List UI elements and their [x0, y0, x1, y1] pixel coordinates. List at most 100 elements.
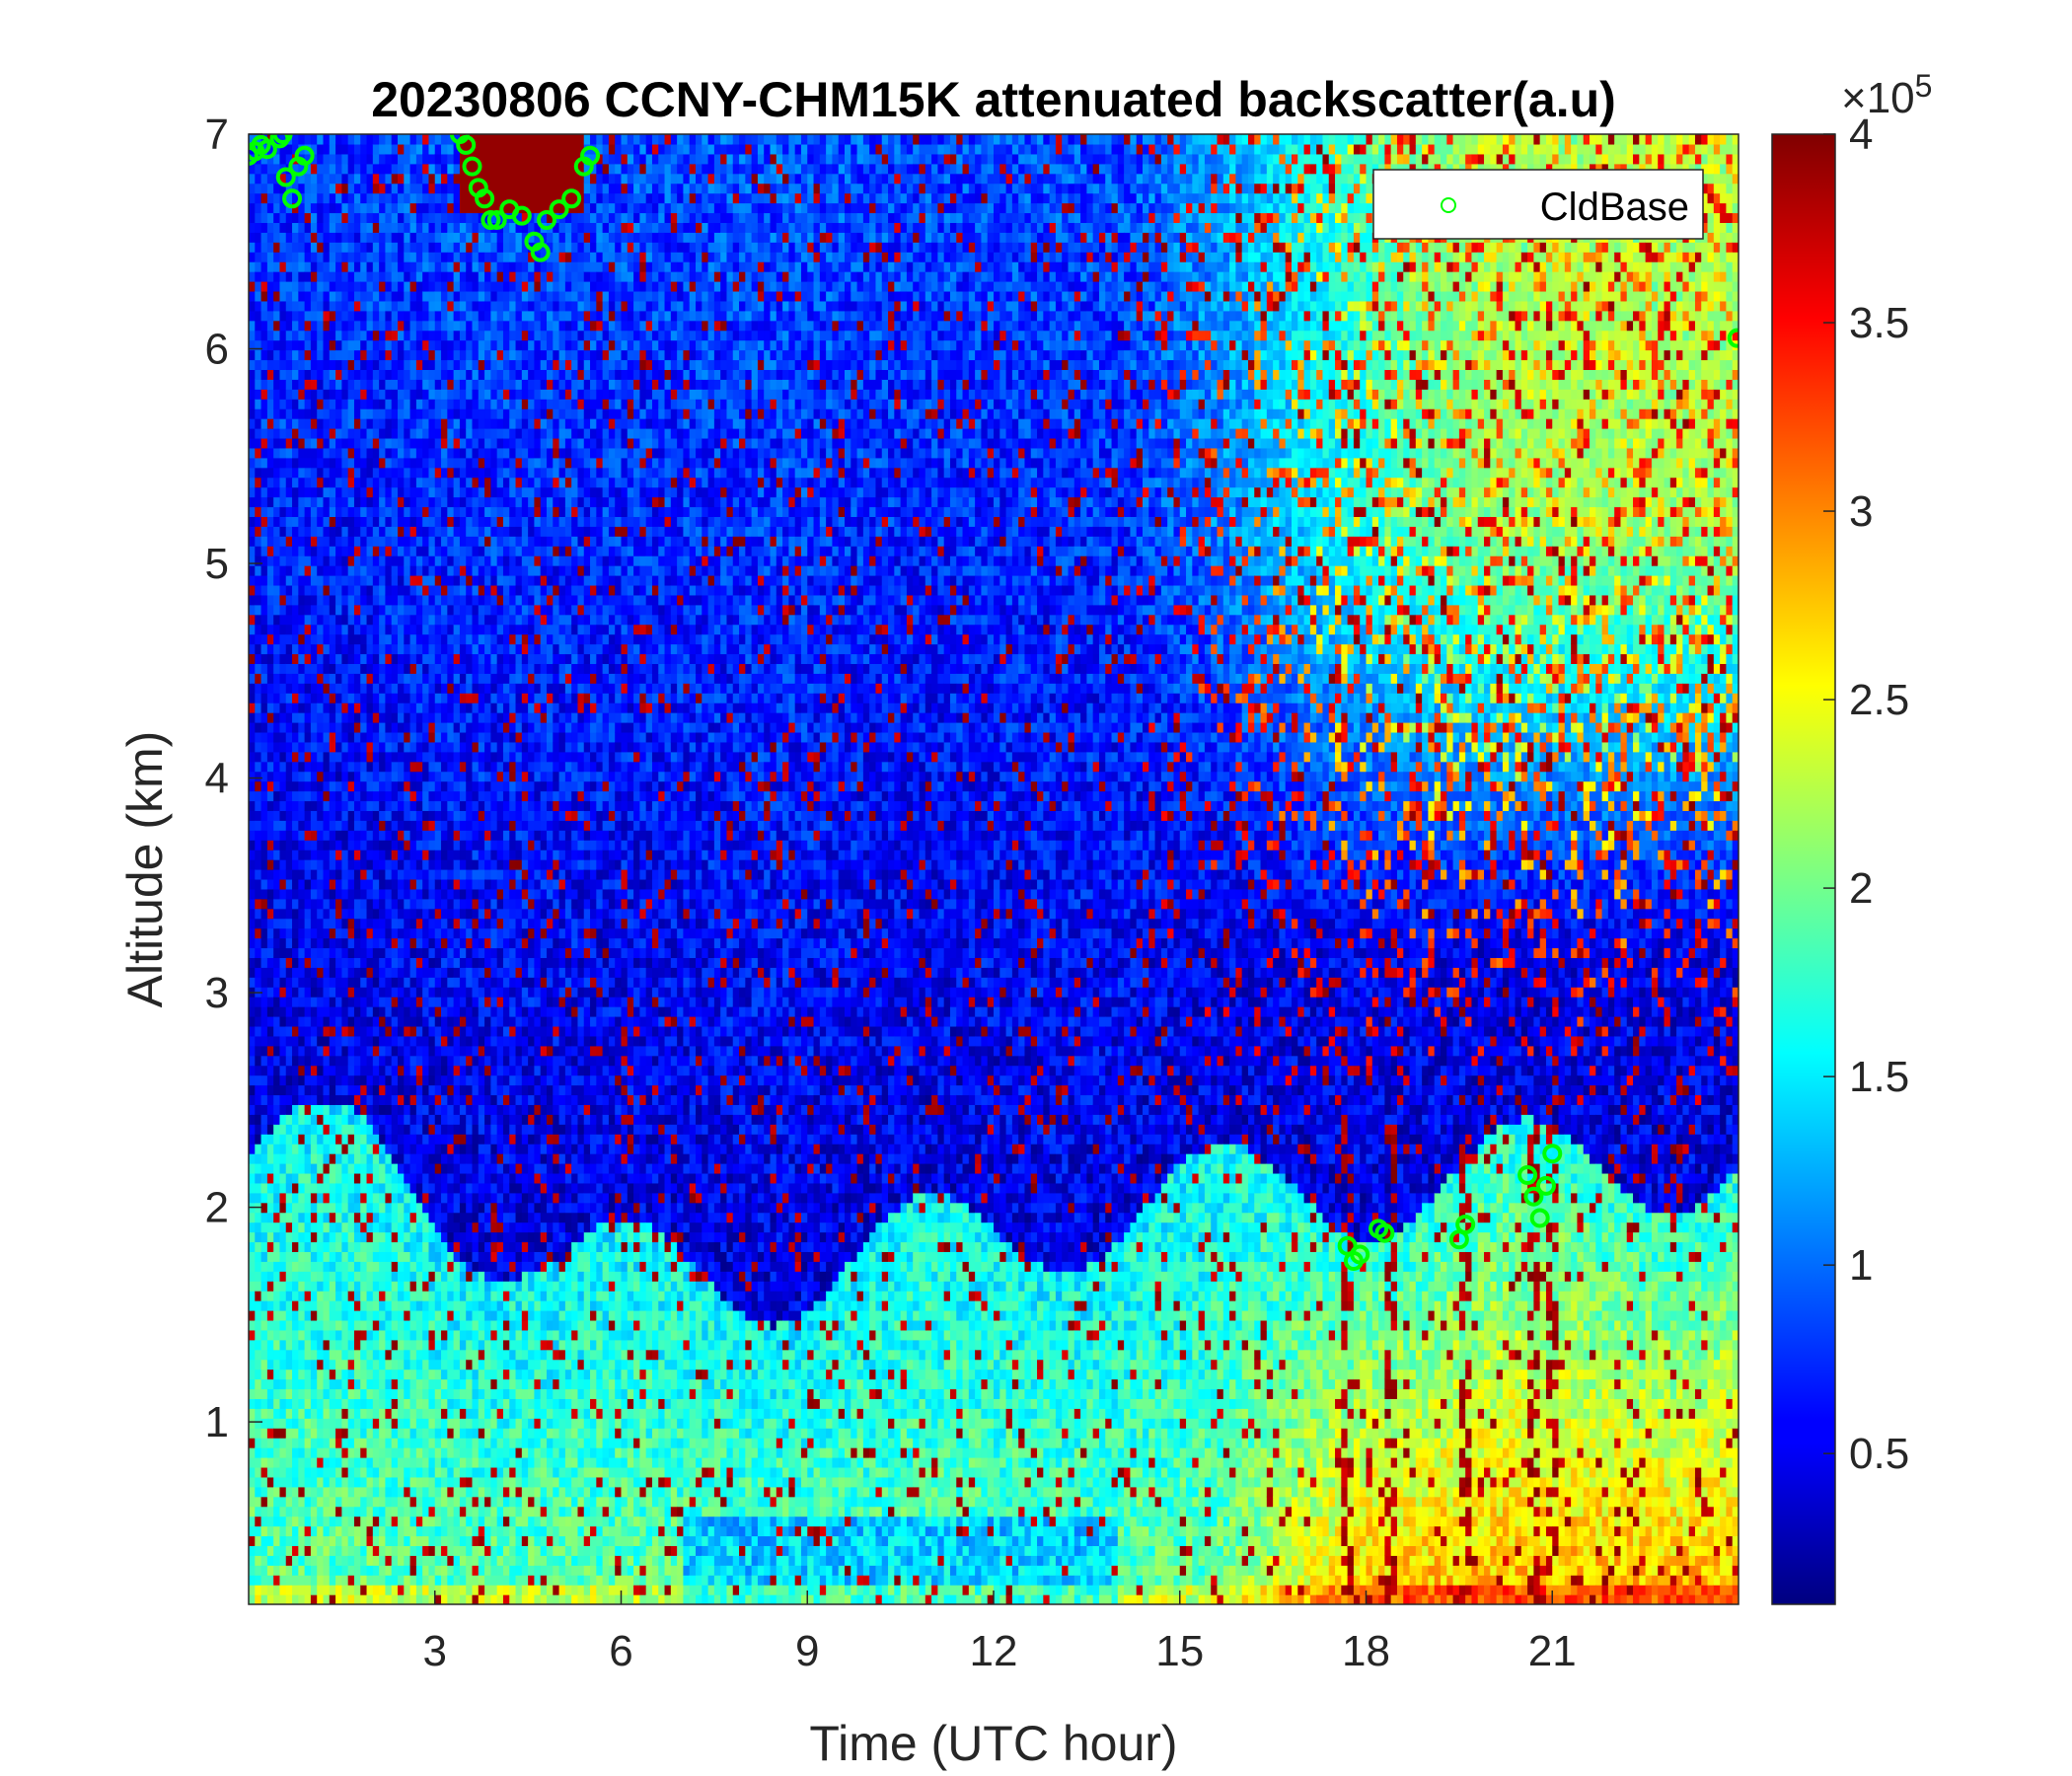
- heatmap-cell: [335, 1173, 342, 1184]
- heatmap-cell: [335, 1261, 342, 1272]
- heatmap-cell: [273, 193, 280, 204]
- heatmap-cell: [286, 497, 293, 508]
- heatmap-cell: [373, 1124, 380, 1135]
- heatmap-cell: [367, 134, 374, 145]
- heatmap-cell: [360, 174, 367, 185]
- heatmap-cell: [373, 919, 380, 929]
- heatmap-cell: [292, 810, 299, 821]
- heatmap-cell: [305, 1360, 312, 1370]
- heatmap-cell: [292, 1114, 299, 1125]
- heatmap-cell: [286, 967, 293, 978]
- heatmap-cell: [324, 458, 331, 469]
- heatmap-cell: [348, 340, 355, 351]
- heatmap-cell: [335, 1585, 342, 1595]
- heatmap-cell: [267, 722, 274, 733]
- heatmap-cell: [279, 585, 286, 596]
- heatmap-cell: [392, 752, 399, 763]
- heatmap-cell: [335, 1281, 342, 1292]
- heatmap-cell: [249, 800, 256, 811]
- heatmap-cell: [292, 625, 299, 635]
- heatmap-cell: [392, 1173, 399, 1184]
- heatmap-cell: [305, 703, 312, 713]
- heatmap-cell: [373, 1104, 380, 1115]
- heatmap-cell: [373, 487, 380, 498]
- heatmap-cell: [348, 928, 355, 939]
- heatmap-cell: [292, 1300, 299, 1311]
- heatmap-cell: [379, 947, 386, 958]
- heatmap-cell: [261, 1104, 268, 1115]
- heatmap-cell: [286, 1300, 293, 1311]
- heatmap-cell: [273, 389, 280, 400]
- heatmap-cell: [330, 1320, 336, 1331]
- heatmap-cell: [324, 683, 331, 694]
- heatmap-cell: [311, 634, 318, 645]
- heatmap-cell: [330, 1438, 336, 1448]
- heatmap-cell: [255, 516, 261, 527]
- heatmap-cell: [385, 369, 392, 380]
- heatmap-cell: [298, 859, 305, 870]
- heatmap-cell: [261, 203, 268, 214]
- heatmap-cell: [279, 634, 286, 645]
- heatmap-cell: [298, 615, 305, 626]
- heatmap-cell: [367, 634, 374, 645]
- heatmap-cell: [311, 458, 318, 469]
- heatmap-cell: [354, 1094, 361, 1105]
- heatmap-cell: [292, 1222, 299, 1233]
- heatmap-cell: [398, 1134, 405, 1145]
- heatmap-cell: [255, 850, 261, 860]
- heatmap-cell: [279, 1330, 286, 1341]
- heatmap-cell: [330, 428, 336, 439]
- heatmap-cell: [392, 1340, 399, 1351]
- heatmap-cell: [330, 291, 336, 302]
- heatmap-cell: [385, 712, 392, 723]
- heatmap-cell: [379, 810, 386, 821]
- heatmap-cell: [311, 1565, 318, 1576]
- heatmap-cell: [261, 379, 268, 390]
- heatmap-cell: [398, 1104, 405, 1115]
- heatmap-cell: [373, 644, 380, 655]
- heatmap-cell: [335, 712, 342, 723]
- heatmap-cell: [317, 1457, 324, 1468]
- heatmap-cell: [273, 1094, 280, 1105]
- heatmap-cell: [341, 1457, 348, 1468]
- heatmap-cell: [279, 389, 286, 400]
- heatmap-cell: [249, 536, 256, 547]
- heatmap-cell: [373, 1241, 380, 1252]
- heatmap-cell: [335, 957, 342, 968]
- heatmap-cell: [324, 820, 331, 831]
- heatmap-cell: [298, 850, 305, 860]
- heatmap-cell: [273, 1124, 280, 1135]
- heatmap-cell: [360, 1526, 367, 1537]
- heatmap-cell: [354, 1497, 361, 1508]
- heatmap-cell: [261, 644, 268, 655]
- heatmap-cell: [341, 487, 348, 498]
- heatmap-cell: [398, 1281, 405, 1292]
- heatmap-cell: [392, 301, 399, 312]
- heatmap-cell: [298, 1388, 305, 1399]
- heatmap-cell: [348, 732, 355, 743]
- heatmap-cell: [324, 1497, 331, 1508]
- heatmap-cell: [267, 1388, 274, 1399]
- heatmap-cell: [335, 742, 342, 753]
- heatmap-cell: [255, 1447, 261, 1458]
- heatmap-cell: [273, 1565, 280, 1576]
- heatmap-cell: [360, 340, 367, 351]
- heatmap-cell: [335, 458, 342, 469]
- heatmap-cell: [385, 781, 392, 792]
- heatmap-cell: [360, 595, 367, 606]
- heatmap-cell: [348, 487, 355, 498]
- heatmap-cell: [392, 653, 399, 664]
- heatmap-cell: [317, 752, 324, 763]
- heatmap-cell: [249, 1085, 256, 1096]
- heatmap-cell: [379, 1124, 386, 1135]
- heatmap-cell: [292, 1379, 299, 1390]
- heatmap-cell: [305, 1575, 312, 1586]
- heatmap-cell: [335, 850, 342, 860]
- heatmap-cell: [286, 1232, 293, 1243]
- heatmap-cell: [398, 1320, 405, 1331]
- heatmap-cell: [286, 1114, 293, 1125]
- heatmap-cell: [379, 1134, 386, 1145]
- heatmap-cell: [348, 644, 355, 655]
- heatmap-cell: [367, 1330, 374, 1341]
- heatmap-cell: [298, 967, 305, 978]
